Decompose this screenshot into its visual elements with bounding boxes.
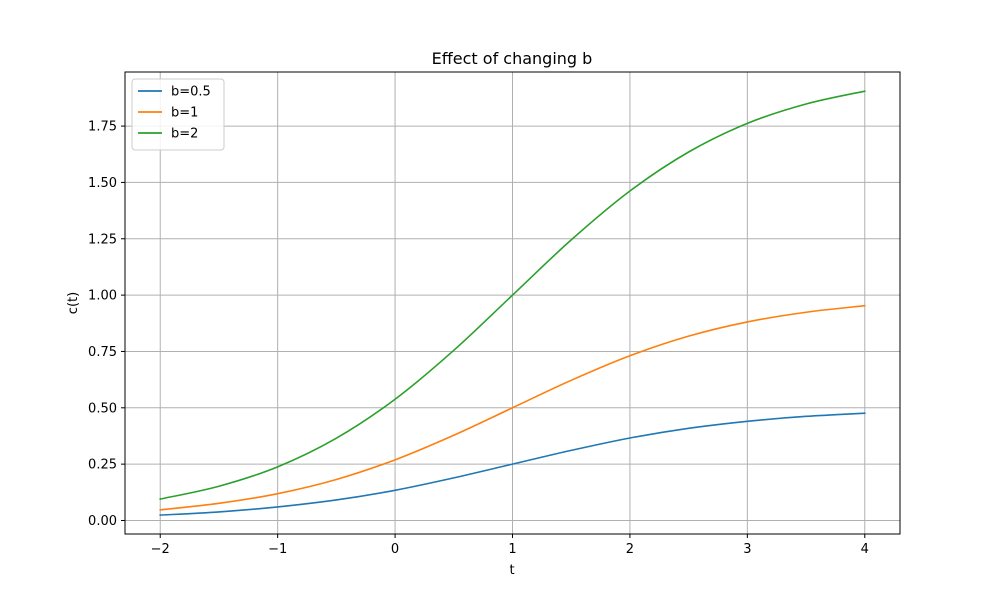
y-tick-label: 0.75 [88, 345, 117, 360]
y-tick-label: 1.75 [88, 120, 117, 135]
chart-title: Effect of changing b [432, 49, 593, 68]
y-tick-label: 0.25 [88, 458, 117, 473]
x-axis-label: t [509, 563, 514, 578]
x-tick-label: 1 [508, 542, 516, 557]
y-tick-label: 0.00 [88, 514, 117, 529]
x-tick-label: −1 [268, 542, 287, 557]
x-tick-label: 2 [626, 542, 634, 557]
series-layer [159, 90, 866, 516]
legend-entry-label: b=2 [171, 127, 198, 142]
y-tick-label: 1.50 [88, 176, 117, 191]
series-line-b-1 [159, 304, 866, 511]
y-tick-label: 1.00 [88, 289, 117, 304]
series-line-b-0-5 [159, 412, 866, 516]
x-tick-label: 4 [861, 542, 869, 557]
x-tick-label: 0 [391, 542, 399, 557]
series-line-b-2 [159, 90, 866, 501]
x-tick-label: −2 [151, 542, 170, 557]
legend-entry-label: b=1 [171, 106, 198, 121]
x-tick-label: 3 [743, 542, 751, 557]
y-axis-label: c(t) [66, 292, 81, 314]
legend: b=0.5 b=1 b=2 [131, 78, 225, 151]
y-tick-label: 0.50 [88, 401, 117, 416]
y-tick-label: 1.25 [88, 232, 117, 247]
ticks-layer: −2 −1 0 1 2 3 4 0.00 0.25 0.50 0.75 1.00 1.25 1.50 1.7… [88, 120, 869, 557]
legend-entry-label: b=0.5 [171, 85, 211, 100]
